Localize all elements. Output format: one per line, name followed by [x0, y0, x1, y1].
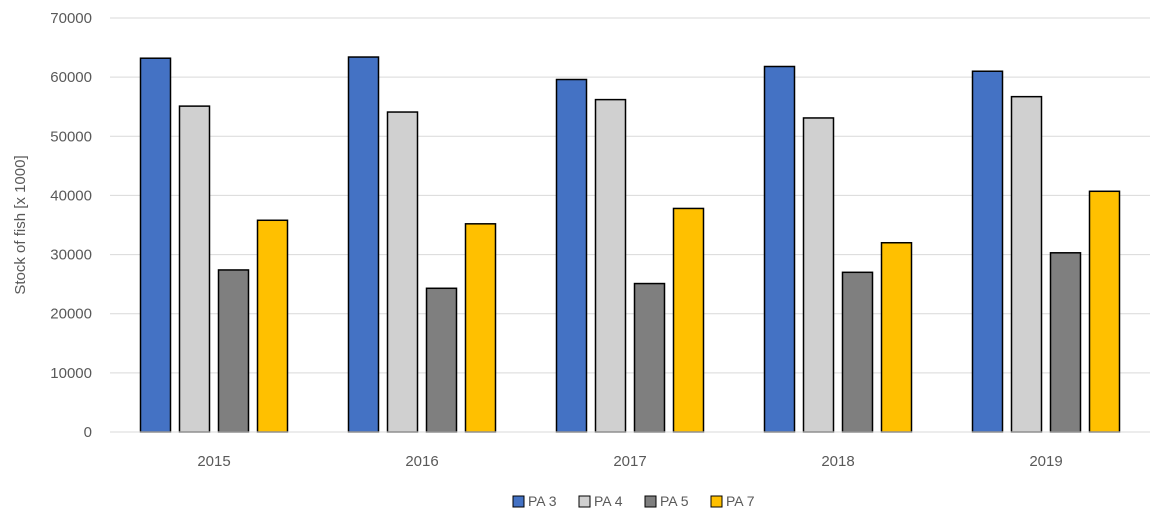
- x-tick-label: 2016: [405, 453, 438, 470]
- bar-pa-3-2016: [347, 56, 380, 433]
- bar-pa-4-2018: [802, 117, 835, 433]
- bar-pa-3-2018: [763, 65, 796, 433]
- y-tick-label: 20000: [50, 306, 92, 323]
- bar-pa-4-2016: [386, 111, 419, 433]
- bar-pa-4-2015: [178, 105, 211, 433]
- x-tick-label: 2017: [613, 453, 646, 470]
- legend-label: PA 7: [726, 493, 755, 509]
- x-tick-label: 2015: [197, 453, 230, 470]
- bar-pa-3-2019: [971, 70, 1004, 433]
- x-tick-label: 2018: [821, 453, 854, 470]
- bar-pa-5-2019: [1049, 252, 1082, 433]
- y-tick-label: 10000: [50, 365, 92, 382]
- bar-pa-7-2015: [256, 219, 289, 433]
- y-tick-label: 40000: [50, 187, 92, 204]
- y-axis-ticks: 0 10000 20000 30000 40000 50000 60000 70000: [50, 10, 92, 441]
- bar-pa-4-2017: [594, 98, 627, 433]
- y-tick-label: 30000: [50, 247, 92, 264]
- bar-pa-7-2019: [1088, 190, 1121, 433]
- x-axis-ticks: 2015 2016 2017 2018 2019: [197, 453, 1062, 470]
- y-tick-label: 60000: [50, 69, 92, 86]
- bar-pa-5-2017: [633, 282, 666, 433]
- bar-pa-5-2015: [217, 269, 250, 433]
- legend-label: PA 5: [660, 493, 689, 509]
- y-tick-label: 50000: [50, 128, 92, 145]
- bar-pa-5-2018: [841, 271, 874, 433]
- legend: PA 3 PA 4 PA 5 PA 7: [512, 493, 755, 509]
- y-tick-label: 0: [84, 424, 92, 441]
- bar-pa-4-2019: [1010, 95, 1043, 433]
- bar-pa-7-2018: [880, 241, 913, 433]
- legend-swatch: [578, 495, 591, 508]
- legend-swatch: [710, 495, 723, 508]
- bar-pa-7-2017: [672, 207, 705, 433]
- bars: [139, 56, 1121, 433]
- legend-swatch: [644, 495, 657, 508]
- legend-label: PA 3: [528, 493, 557, 509]
- y-axis-title: Stock of fish [x 1000]: [12, 155, 29, 294]
- bar-pa-5-2016: [425, 287, 458, 433]
- x-tick-label: 2019: [1029, 453, 1062, 470]
- legend-label: PA 4: [594, 493, 623, 509]
- bar-pa-3-2017: [555, 78, 588, 433]
- legend-swatch: [512, 495, 525, 508]
- y-tick-label: 70000: [50, 10, 92, 27]
- bar-pa-3-2015: [139, 57, 172, 433]
- bar-pa-7-2016: [464, 223, 497, 433]
